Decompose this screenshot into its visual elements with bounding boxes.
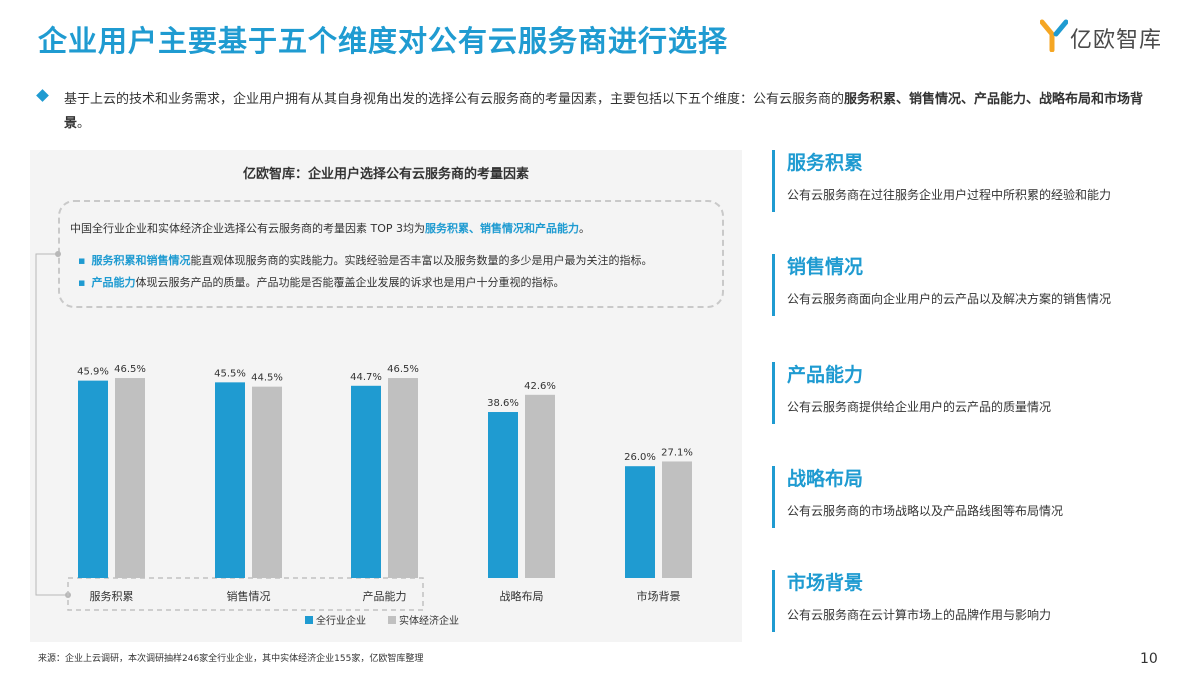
- accent-bar: [772, 254, 775, 316]
- bar: [215, 382, 245, 578]
- callout-point-1-highlight: 服务积累和销售情况: [91, 254, 191, 267]
- diamond-bullet-icon: [36, 89, 49, 102]
- bar: [252, 386, 282, 578]
- bar: [662, 461, 692, 578]
- bar-value-label: 42.6%: [524, 381, 556, 392]
- bar: [488, 412, 518, 578]
- connector-line: [35, 253, 68, 596]
- callout-point-2: ▪ 产品能力体现云服务产品的质量。产品功能是否能覆盖企业发展的诉求也是用户十分重视…: [78, 274, 564, 290]
- callout-point-2-highlight: 产品能力: [91, 276, 136, 289]
- bar: [78, 380, 108, 578]
- intro-bold: 服务积累、销售情况、产品能力、战略布局和市场背景: [64, 92, 1144, 131]
- dimension-description: 公有云服务商的市场战略以及产品路线图等布局情况: [787, 504, 1064, 518]
- legend-label: 实体经济企业: [399, 614, 459, 627]
- bar: [625, 466, 655, 578]
- source-note: 来源：企业上云调研，本次调研抽样246家全行业企业，其中实体经济企业155家，亿…: [38, 654, 424, 664]
- page-title: 企业用户主要基于五个维度对公有云服务商进行选择: [38, 24, 729, 58]
- square-bullet-icon: ▪: [78, 276, 86, 289]
- bar-value-label: 38.6%: [487, 398, 519, 409]
- page-number: 10: [1140, 651, 1158, 667]
- logo: 亿欧智库: [1040, 18, 1170, 58]
- connector-dot: [55, 251, 61, 257]
- bar-value-label: 45.5%: [214, 368, 246, 379]
- category-label: 销售情况: [227, 589, 271, 603]
- accent-bar: [772, 466, 775, 528]
- callout-summary: 中国全行业企业和实体经济企业选择公有云服务商的考量因素 TOP 3均为服务积累、…: [70, 220, 590, 236]
- intro-end: 。: [77, 116, 91, 131]
- bar-value-label: 46.5%: [114, 364, 146, 375]
- category-label: 产品能力: [363, 589, 407, 603]
- bar: [351, 385, 381, 578]
- intro-paragraph: 基于上云的技术和业务需求，企业用户拥有从其自身视角出发的选择公有云服务商的考量因…: [36, 88, 1158, 136]
- bar: [115, 378, 145, 578]
- bar-value-label: 26.0%: [624, 452, 656, 463]
- callout-summary-end: 。: [579, 222, 591, 235]
- bar: [388, 378, 418, 578]
- dimension-description: 公有云服务商在过往服务企业用户过程中所积累的经验和能力: [787, 188, 1112, 202]
- bar-value-label: 44.7%: [350, 372, 382, 383]
- accent-bar: [772, 150, 775, 212]
- intro-text: 基于上云的技术和业务需求，企业用户拥有从其自身视角出发的选择公有云服务商的考量因…: [64, 92, 845, 107]
- bar: [525, 394, 555, 578]
- callout-summary-text: 中国全行业企业和实体经济企业选择公有云服务商的考量因素 TOP 3均为: [70, 222, 426, 235]
- callout-point-2-text: 体现云服务产品的质量。产品功能是否能覆盖企业发展的诉求也是用户十分重视的指标。: [135, 276, 565, 289]
- logo-text: 亿欧智库: [1070, 28, 1163, 53]
- square-bullet-icon: ▪: [78, 254, 86, 267]
- bar-chart: 45.9% 46.5% 服务积累 45.5% 44.5% 销售情况 44.7% 46.5% 产品…: [35, 251, 693, 627]
- accent-bar: [772, 362, 775, 424]
- bar-value-label: 44.5%: [251, 373, 283, 384]
- dimension-title: 销售情况: [787, 256, 864, 278]
- category-label: 服务积累: [90, 590, 134, 603]
- legend-label: 全行业企业: [316, 614, 366, 627]
- callout-point-1: ▪ 服务积累和销售情况能直观体现服务商的实践能力。实践经验是否丰富以及服务数量的多…: [78, 252, 652, 268]
- callout-box: 中国全行业企业和实体经济企业选择公有云服务商的考量因素 TOP 3均为服务积累、…: [58, 200, 724, 308]
- dimension-title: 市场背景: [787, 572, 864, 594]
- chart-panel: 亿欧智库：企业用户选择公有云服务商的考量因素 中国全行业企业和实体经济企业选择公…: [30, 150, 742, 642]
- bar-value-label: 27.1%: [661, 447, 693, 458]
- dimension-title: 战略布局: [787, 468, 864, 490]
- dimension-description: 公有云服务商面向企业用户的云产品以及解决方案的销售情况: [787, 292, 1112, 306]
- top3-highlight-box: [67, 577, 424, 611]
- callout-point-1-text: 能直观体现服务商的实践能力。实践经验是否丰富以及服务数量的多少是用户最为关注的指…: [190, 254, 653, 267]
- accent-bar: [772, 570, 775, 632]
- dimension-title: 产品能力: [787, 364, 864, 386]
- chart-title: 亿欧智库：企业用户选择公有云服务商的考量因素: [242, 167, 529, 182]
- legend-swatch: [305, 616, 313, 624]
- dimension-description: 公有云服务商提供给企业用户的云产品的质量情况: [787, 400, 1052, 414]
- dimension-description: 公有云服务商在云计算市场上的品牌作用与影响力: [787, 608, 1052, 622]
- bar-value-label: 46.5%: [387, 364, 419, 375]
- bar-value-label: 45.9%: [77, 367, 109, 378]
- legend-swatch: [388, 616, 396, 624]
- dimension-title: 服务积累: [787, 152, 864, 174]
- category-label: 战略布局: [500, 589, 544, 603]
- logo-mark-icon: [1040, 19, 1068, 52]
- callout-summary-highlight: 服务积累、销售情况和产品能力: [425, 222, 580, 235]
- category-label: 市场背景: [637, 589, 681, 603]
